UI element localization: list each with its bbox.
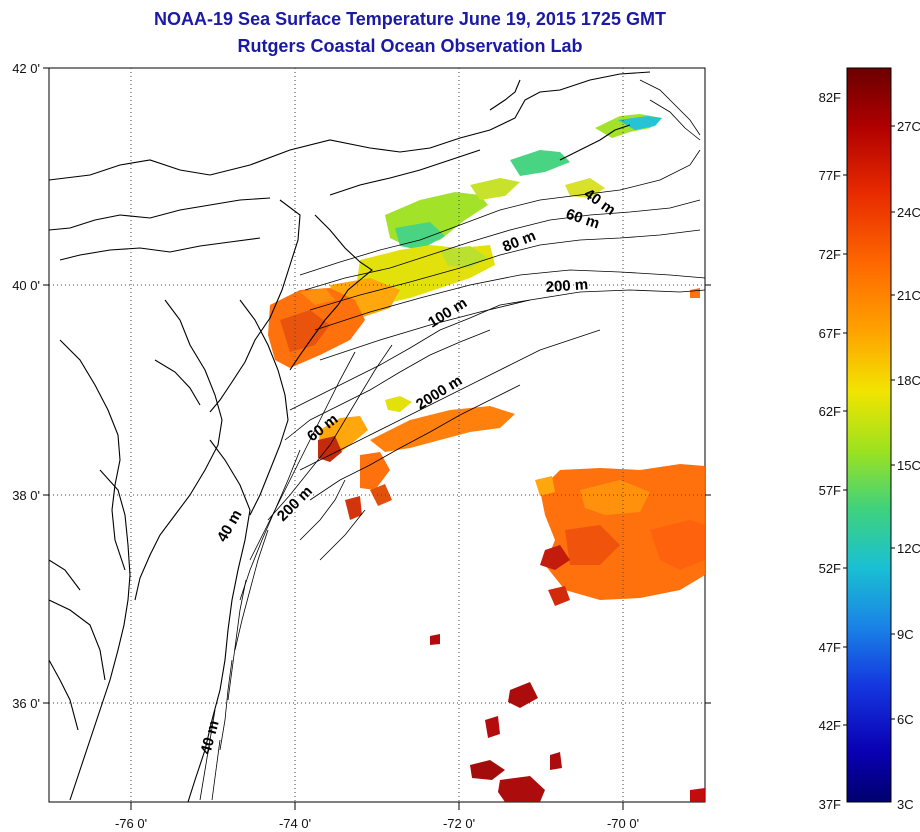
lon-label: -70 0' (607, 816, 639, 831)
colorbar-f-label: 47F (819, 640, 841, 655)
bathymetry-contours (199, 79, 705, 801)
lat-label: 36 0' (12, 696, 40, 711)
lon-label: -74 0' (279, 816, 311, 831)
colorbar-f-label: 42F (819, 718, 841, 733)
colorbar-f-label: 82F (819, 90, 841, 105)
lat-label: 42 0' (12, 61, 40, 76)
colorbar-c-label: 24C (897, 205, 920, 220)
colorbar-c-label: 18C (897, 373, 920, 388)
map-subtitle: Rutgers Coastal Ocean Observation Lab (237, 36, 583, 56)
lon-label: -76 0' (115, 816, 147, 831)
lat-label: 40 0' (12, 278, 40, 293)
colorbar-f-label: 57F (819, 483, 841, 498)
colorbar-celsius-labels: 27C 24C 21C 18C 15C 12C 9C 6C 3C (891, 119, 920, 812)
colorbar-f-label: 52F (819, 561, 841, 576)
coastline (49, 71, 651, 802)
graticule (49, 68, 705, 802)
colorbar-f-label: 67F (819, 326, 841, 341)
colorbar-f-label: 37F (819, 797, 841, 812)
colorbar-c-label: 6C (897, 712, 914, 727)
colorbar-f-label: 72F (819, 247, 841, 262)
lon-label: -72 0' (443, 816, 475, 831)
contour-label: 200 m (545, 276, 589, 296)
colorbar-c-label: 21C (897, 288, 920, 303)
axis-ticks (43, 67, 711, 810)
colorbar-c-label: 3C (897, 797, 914, 812)
colorbar-c-label: 12C (897, 541, 920, 556)
map-frame (48, 67, 706, 803)
lat-label: 38 0' (12, 488, 40, 503)
colorbar (846, 67, 892, 803)
colorbar-fahrenheit-labels: 82F 77F 72F 67F 62F 57F 52F 47F 42F 37F (819, 90, 847, 812)
colorbar-c-label: 15C (897, 458, 920, 473)
colorbar-f-label: 77F (819, 168, 841, 183)
colorbar-c-label: 27C (897, 119, 920, 134)
colorbar-f-label: 62F (819, 404, 841, 419)
map-title: NOAA-19 Sea Surface Temperature June 19,… (154, 9, 666, 29)
colorbar-c-label: 9C (897, 627, 914, 642)
